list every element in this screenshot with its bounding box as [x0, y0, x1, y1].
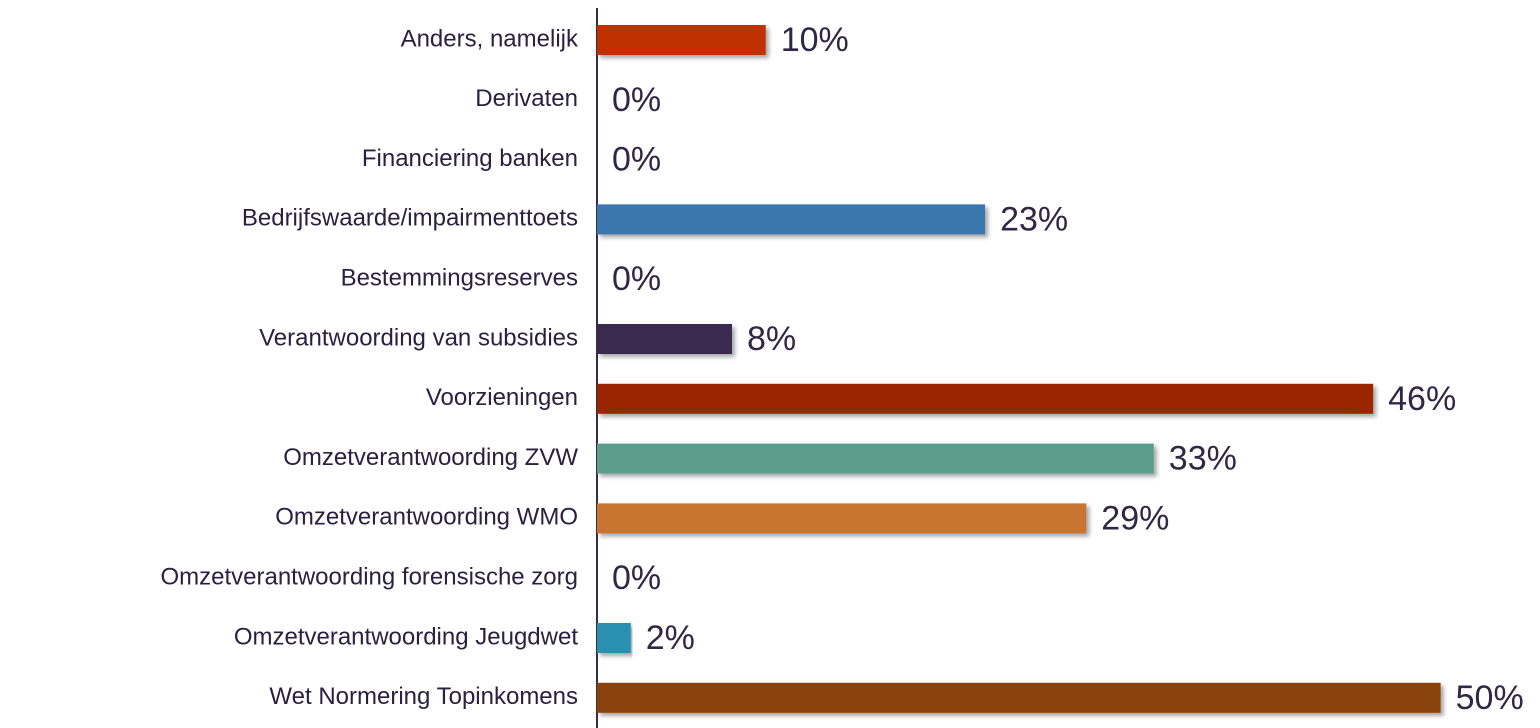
bar: [597, 324, 732, 354]
value-label: 46%: [1388, 380, 1456, 418]
category-label: Voorzieningen: [426, 384, 578, 411]
category-label: Anders, namelijk: [401, 25, 579, 52]
category-label: Omzetverantwoording forensische zorg: [160, 564, 578, 591]
bar: [597, 25, 766, 55]
bar: [597, 383, 1374, 414]
category-label: Omzetverantwoording WMO: [275, 504, 578, 531]
value-label: 29%: [1101, 499, 1169, 537]
bar: [597, 682, 1441, 713]
value-label: 0%: [612, 559, 661, 597]
value-label: 0%: [612, 141, 661, 179]
category-label: Wet Normering Topinkomens: [269, 683, 578, 710]
bar: [597, 204, 986, 235]
value-label: 2%: [646, 619, 695, 657]
value-label: 33%: [1169, 440, 1237, 478]
value-label: 10%: [781, 21, 849, 59]
value-label: 23%: [1000, 200, 1068, 238]
bar: [597, 503, 1087, 534]
category-label: Financiering banken: [362, 145, 578, 172]
category-label: Bedrijfswaarde/impairmenttoets: [242, 205, 578, 232]
bar: [597, 443, 1154, 474]
category-label: Omzetverantwoording Jeugdwet: [234, 623, 579, 650]
category-label: Verantwoording van subsidies: [259, 324, 578, 351]
value-label: 0%: [612, 81, 661, 119]
category-label: Bestemmingsreserves: [341, 265, 578, 292]
category-label: Omzetverantwoording ZVW: [283, 444, 578, 471]
category-label: Derivaten: [475, 85, 578, 112]
bar: [597, 623, 631, 653]
value-label: 8%: [747, 320, 796, 358]
value-label: 50%: [1456, 679, 1524, 717]
value-label: 0%: [612, 260, 661, 298]
